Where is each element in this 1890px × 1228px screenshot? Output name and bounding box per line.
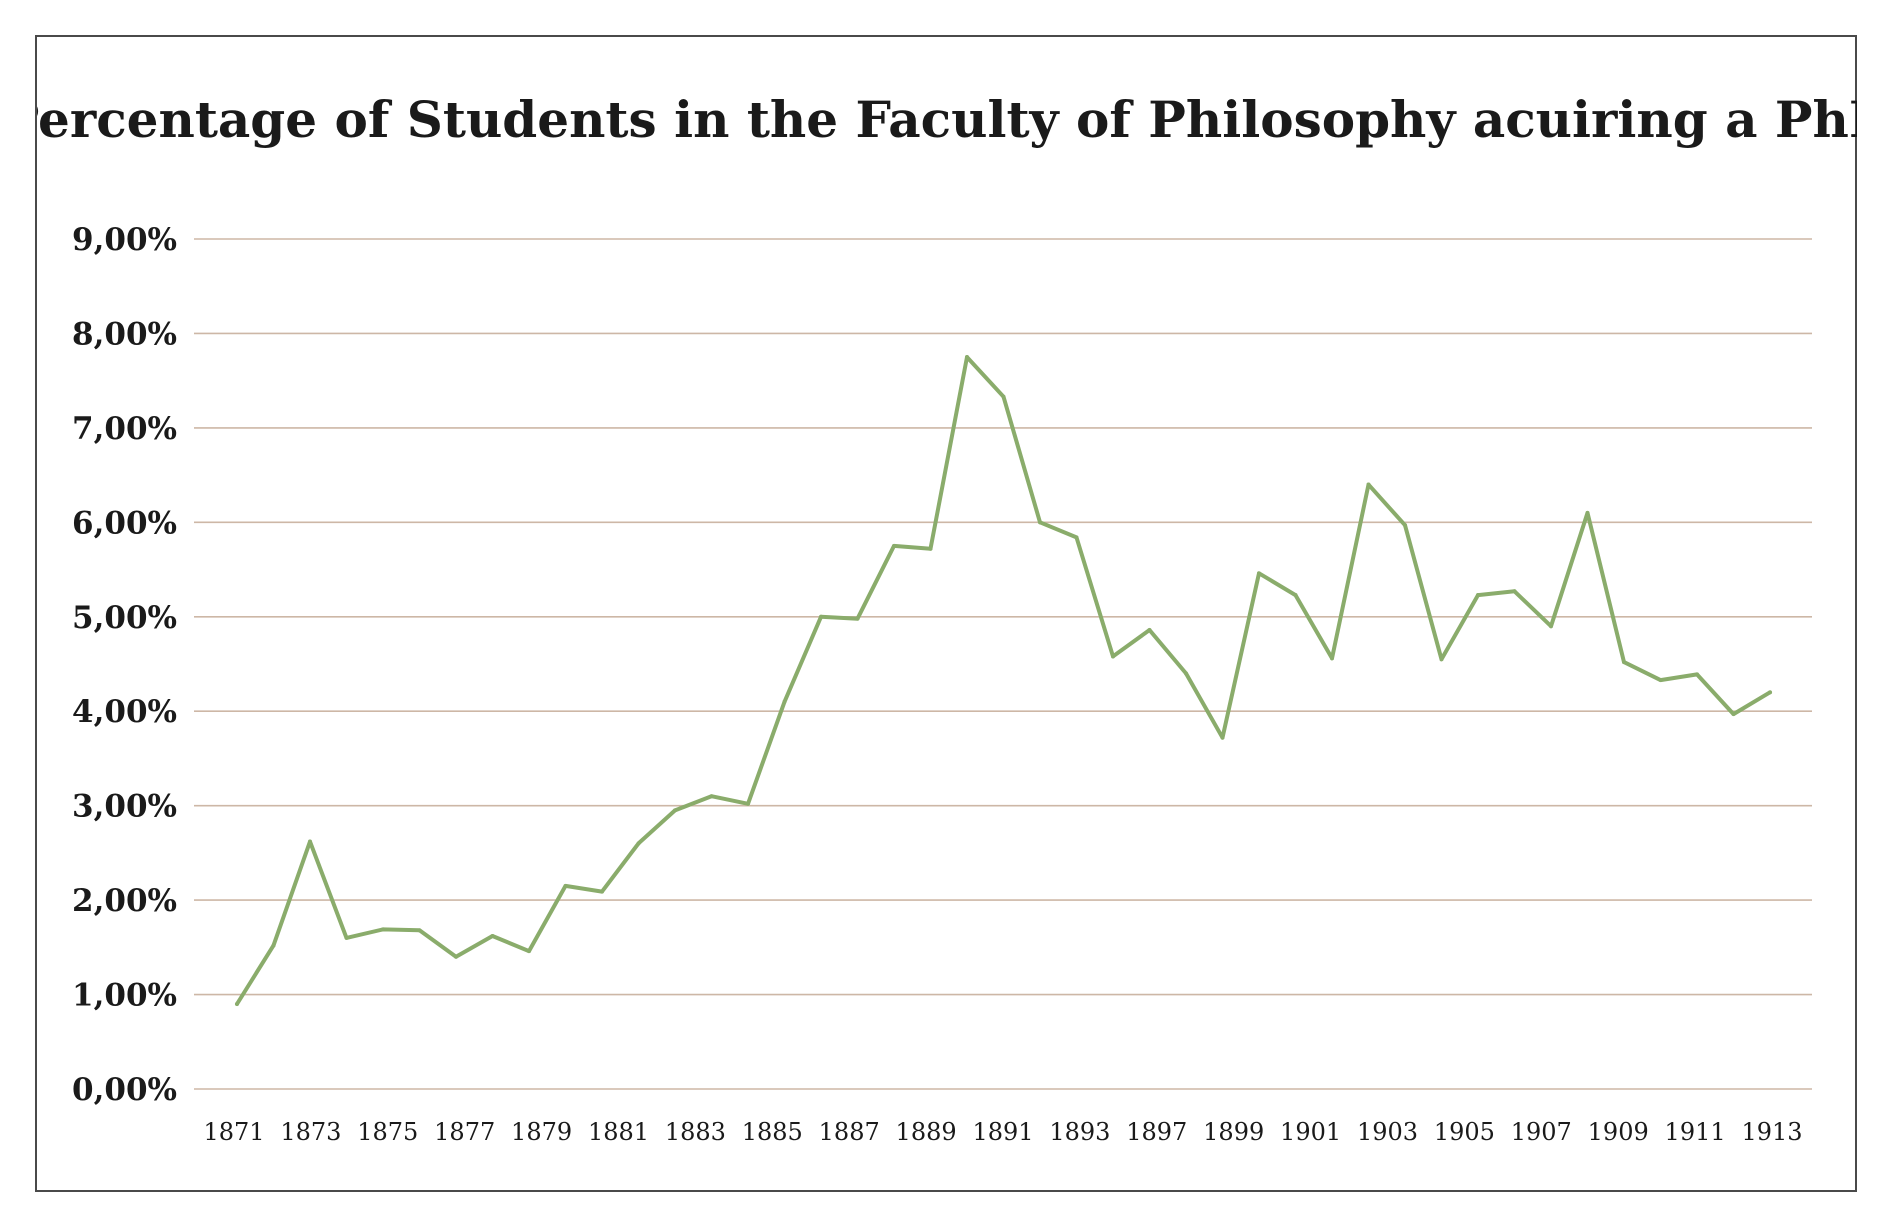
x-tick-label: 1893 (1049, 1118, 1110, 1146)
x-tick-label: 1911 (1665, 1118, 1726, 1146)
x-tick-label: 1879 (511, 1118, 572, 1146)
data-point (1768, 690, 1772, 695)
y-tick-label: 3,00% (72, 789, 177, 825)
x-tick-label: 1873 (280, 1118, 341, 1146)
data-point (454, 954, 458, 959)
data-point (1622, 660, 1626, 665)
data-point (1695, 672, 1699, 677)
data-point (1403, 523, 1407, 528)
y-tick-label: 7,00% (72, 411, 177, 447)
x-tick-label: 1903 (1357, 1118, 1418, 1146)
data-point (636, 841, 641, 846)
data-point (965, 355, 969, 360)
y-tick-label: 9,00% (72, 222, 177, 258)
data-point (1476, 593, 1480, 598)
data-point (1658, 678, 1663, 683)
chart-title: Percentage of Students in the Faculty of… (37, 90, 1857, 149)
data-point (928, 546, 933, 551)
data-point (1147, 628, 1152, 632)
x-tick-label: 1899 (1203, 1118, 1264, 1146)
chart-frame: Percentage of Students in the Faculty of… (35, 35, 1857, 1192)
data-point (235, 1002, 239, 1006)
y-tick-label: 8,00% (72, 316, 177, 352)
data-point (1184, 671, 1188, 676)
y-tick-label: 4,00% (72, 694, 177, 730)
data-point (1220, 735, 1225, 740)
data-point (271, 943, 276, 948)
x-tick-label: 1905 (1434, 1118, 1495, 1146)
x-tick-label: 1885 (742, 1118, 803, 1146)
x-tick-label: 1891 (972, 1118, 1033, 1146)
data-point (1074, 535, 1079, 540)
x-tick-label: 1913 (1741, 1118, 1802, 1146)
y-tick-label: 0,00% (72, 1072, 177, 1108)
data-point (1111, 654, 1115, 659)
data-point (709, 794, 714, 799)
x-axis-labels: 1871 1873 1875 1877 1879 1881 1883 1885 1887 1889… (203, 1118, 1802, 1146)
x-tick-label: 1909 (1588, 1118, 1649, 1146)
gridlines (194, 238, 1812, 1090)
x-tick-label: 1889 (896, 1118, 957, 1146)
data-point (1293, 593, 1298, 598)
y-tick-label: 6,00% (72, 505, 177, 541)
data-point (1330, 656, 1334, 661)
x-tick-label: 1901 (1280, 1118, 1341, 1146)
data-point (855, 616, 860, 621)
x-tick-label: 1897 (1126, 1118, 1187, 1146)
data-point (344, 935, 349, 940)
data-point (1038, 520, 1042, 525)
data-point (892, 543, 896, 548)
series-line (235, 355, 1772, 1006)
y-tick-label: 5,00% (72, 600, 177, 636)
y-tick-label: 2,00% (72, 883, 177, 919)
data-point (527, 949, 531, 954)
data-point (782, 699, 787, 704)
x-tick-label: 1881 (588, 1118, 649, 1146)
y-tick-label: 1,00% (72, 978, 177, 1014)
data-point (381, 927, 385, 932)
data-point (308, 839, 312, 844)
data-point (600, 889, 604, 894)
line-chart: Percentage of Students in the Faculty of… (37, 90, 1857, 1146)
x-tick-label: 1877 (434, 1118, 495, 1146)
data-point (417, 928, 422, 933)
data-point (1585, 510, 1590, 515)
y-axis-labels: 0,00% 1,00% 2,00% 3,00% 4,00% 5,00% 6,00% 7,00%… (72, 222, 177, 1108)
data-point (1731, 712, 1736, 717)
data-point (1001, 394, 1006, 399)
data-point (1439, 657, 1444, 662)
data-point (1549, 624, 1553, 629)
data-point (1512, 589, 1517, 594)
series-layer (235, 355, 1772, 1006)
x-tick-label: 1887 (819, 1118, 880, 1146)
x-tick-label: 1875 (357, 1118, 418, 1146)
x-tick-label: 1907 (1511, 1118, 1572, 1146)
data-point (563, 883, 568, 888)
x-tick-label: 1883 (665, 1118, 726, 1146)
data-point (673, 808, 677, 813)
data-point (1366, 482, 1371, 487)
data-point (819, 614, 823, 619)
data-point (490, 934, 495, 938)
data-point (1257, 571, 1261, 576)
x-tick-label: 1871 (203, 1118, 264, 1146)
data-point (746, 801, 750, 806)
